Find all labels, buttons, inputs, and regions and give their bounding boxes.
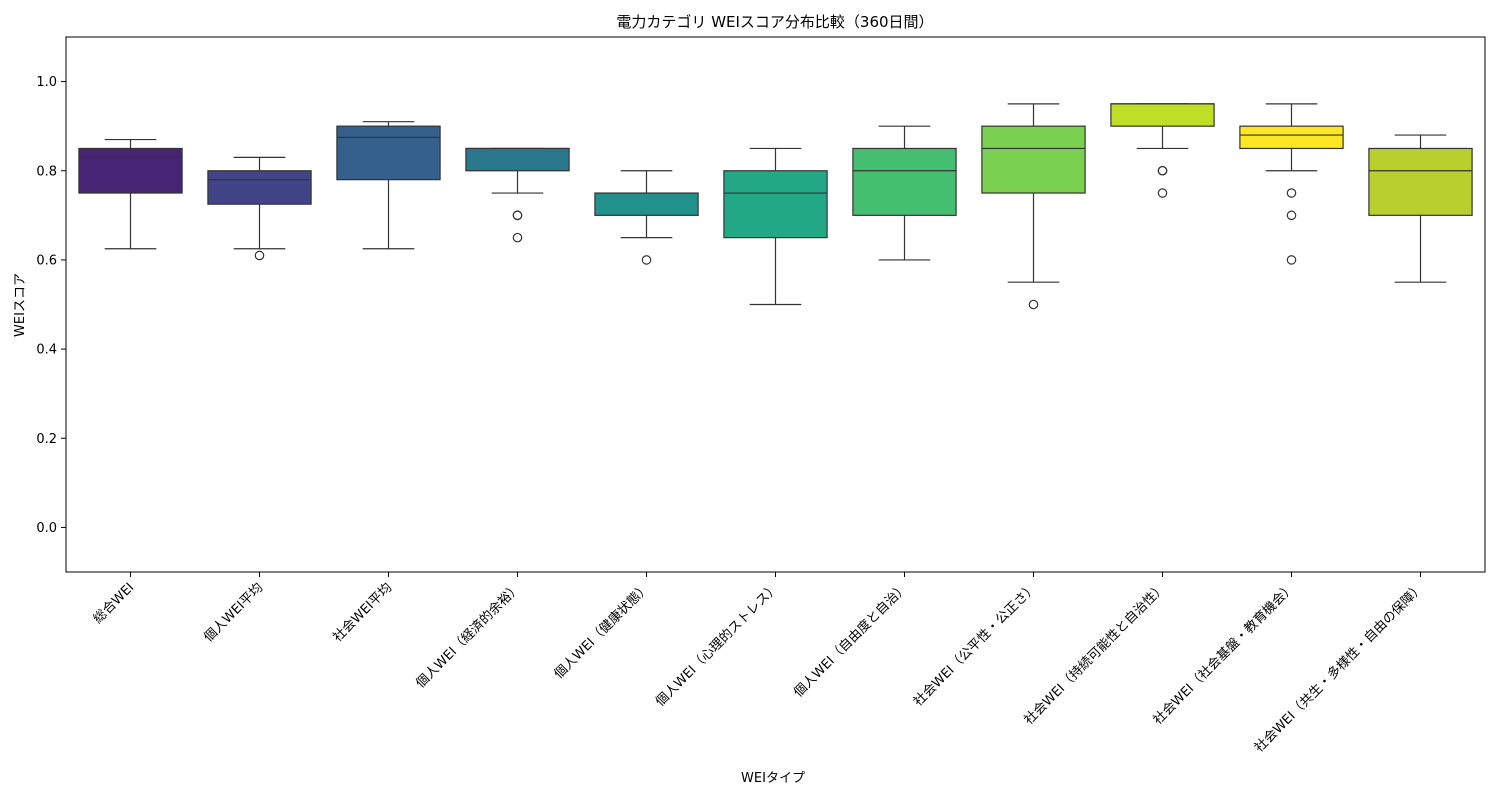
box-group (723, 147, 828, 306)
box (981, 125, 1086, 194)
outlier-point (1157, 188, 1168, 198)
x-tick-label: 個人WEI（健康状態） (551, 580, 653, 682)
outlier-point (512, 232, 523, 243)
box (207, 170, 312, 205)
y-tick-label: 0.8 (36, 164, 57, 179)
x-tick-label: 社会WEI（公平性・公正さ） (910, 580, 1040, 710)
y-tick-label: 0.4 (36, 343, 57, 358)
outlier-point (1286, 210, 1297, 221)
outlier-point (1028, 299, 1039, 310)
box-group (594, 170, 699, 265)
box (1110, 103, 1215, 127)
y-axis-title: WEIスコア (13, 273, 28, 337)
outlier-point (1157, 165, 1168, 176)
x-tick-label: 社会WEI（社会基盤・教育機会） (1150, 580, 1298, 728)
x-tick-label: 個人WEI（心理的ストレス） (652, 580, 782, 710)
outlier-point (512, 210, 523, 221)
box-group (981, 103, 1086, 310)
box (594, 192, 699, 216)
box (465, 147, 570, 172)
y-tick-label: 0.6 (36, 253, 57, 268)
outlier-point (254, 250, 265, 261)
y-tick-label: 0.0 (36, 521, 57, 536)
outlier-point (1286, 188, 1297, 198)
box (1368, 147, 1473, 216)
box-group (207, 156, 312, 261)
box-group (78, 138, 183, 250)
box-group (1110, 103, 1215, 198)
x-tick-label: 総合WEI (91, 580, 138, 627)
box-group (1239, 103, 1344, 265)
x-tick-label: 個人WEI平均 (201, 580, 266, 645)
outlier-point (1286, 255, 1297, 265)
box-group (465, 147, 570, 243)
y-tick-label: 0.2 (36, 432, 57, 447)
x-tick-label: 個人WEI（自由度と自治） (790, 580, 911, 701)
x-axis-title: WEIタイプ (741, 771, 805, 786)
chart-title: 電力カテゴリ WEIスコア分布比較（360日間） (616, 13, 933, 31)
box (336, 125, 441, 181)
box-group (1368, 134, 1473, 283)
box (1239, 125, 1344, 150)
box-group (336, 121, 441, 250)
box (723, 170, 828, 239)
box-group (852, 125, 957, 261)
y-tick-label: 1.0 (36, 75, 57, 90)
x-tick-label: 個人WEI（経済的余裕） (413, 580, 525, 692)
outlier-point (641, 255, 652, 265)
x-tick-label: 社会WEI（持続可能性と自治性） (1021, 580, 1169, 728)
box (852, 147, 957, 216)
box (78, 147, 183, 194)
x-tick-label: 社会WEI平均 (330, 580, 396, 646)
